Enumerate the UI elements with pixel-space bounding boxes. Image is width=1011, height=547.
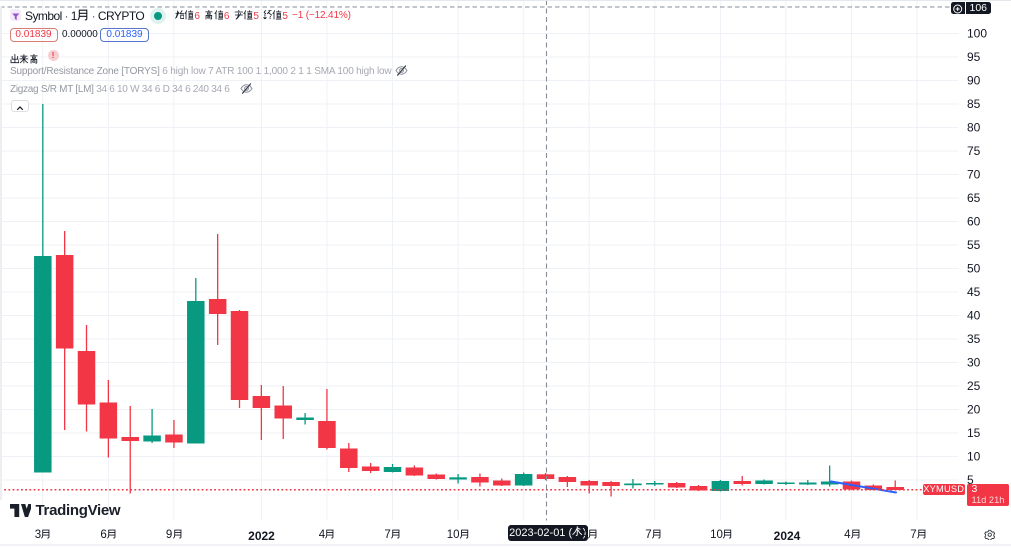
- svg-text:95: 95: [967, 50, 981, 64]
- svg-text:60: 60: [967, 215, 981, 229]
- svg-text:35: 35: [967, 332, 981, 346]
- svg-text:85: 85: [967, 97, 981, 111]
- svg-text:50: 50: [967, 262, 981, 276]
- svg-text:65: 65: [967, 191, 981, 205]
- svg-text:55: 55: [967, 238, 981, 252]
- svg-text:80: 80: [967, 121, 981, 135]
- svg-text:25: 25: [967, 379, 981, 393]
- svg-text:20: 20: [967, 403, 981, 417]
- svg-text:40: 40: [967, 309, 981, 323]
- svg-text:90: 90: [967, 74, 981, 88]
- svg-text:15: 15: [967, 426, 981, 440]
- svg-text:100: 100: [967, 27, 987, 41]
- svg-text:45: 45: [967, 285, 981, 299]
- svg-text:70: 70: [967, 168, 981, 182]
- svg-text:30: 30: [967, 356, 981, 370]
- svg-text:75: 75: [967, 144, 981, 158]
- svg-text:5: 5: [967, 473, 974, 487]
- svg-text:10: 10: [967, 450, 981, 464]
